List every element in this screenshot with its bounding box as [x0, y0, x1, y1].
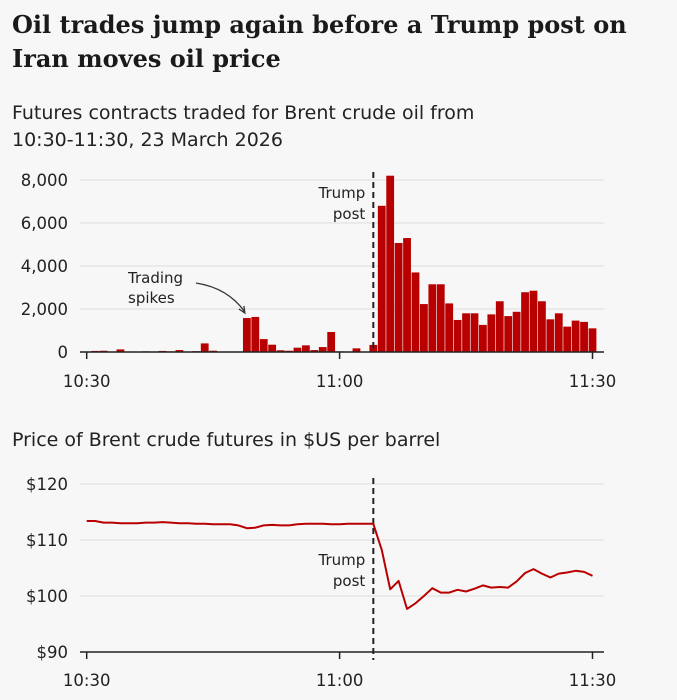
y-tick-label: 2,000 [21, 300, 68, 319]
bar [436, 284, 445, 352]
bar [259, 339, 268, 352]
annotation-label: Trump [318, 551, 366, 569]
line-chart: $90 $100 $110 $120 10:30 11:00 11:30 Trump post [26, 475, 616, 690]
bar [487, 314, 496, 352]
annotation-label: Trump [318, 184, 366, 202]
annotation-arrow [195, 282, 246, 313]
bar [479, 324, 487, 352]
headline-line-2: Iran moves oil price [12, 44, 281, 73]
headline-line-1: Oil trades jump again before a Trump pos… [12, 10, 627, 39]
bar [301, 345, 310, 352]
bar [200, 343, 209, 352]
bar [428, 284, 437, 352]
x-tick-label: 10:30 [63, 671, 111, 690]
bar [394, 242, 403, 352]
annotation-label: spikes [128, 289, 175, 307]
bar [538, 301, 546, 352]
bar [377, 205, 386, 352]
y-tick-label: 6,000 [21, 214, 68, 233]
bar-chart: 0 2,000 4,000 6,000 8,000 10:30 11:00 11:30 Trum… [21, 171, 617, 391]
y-tick-label: 4,000 [21, 257, 68, 276]
bar [276, 350, 285, 352]
bar [588, 328, 597, 352]
y-tick-label: $90 [37, 643, 69, 662]
bar-chart-subtitle-line-1: Futures contracts traded for Brent crude… [12, 102, 474, 124]
bar [411, 272, 420, 352]
arrow-head-icon [238, 305, 246, 315]
x-tick-label: 10:30 [63, 372, 111, 391]
annotation-label: post [333, 572, 366, 590]
bar [251, 316, 260, 352]
bar [571, 320, 580, 352]
bar [445, 303, 454, 352]
bar [403, 238, 411, 352]
bar [512, 311, 521, 352]
bar [546, 319, 555, 352]
y-tick-label: 0 [58, 343, 69, 362]
bar [175, 350, 184, 352]
x-tick-label: 11:30 [569, 372, 617, 391]
bar [453, 319, 462, 352]
annotation-label: post [333, 205, 366, 223]
y-tick-label: $110 [26, 531, 68, 550]
x-tick-label: 11:30 [569, 671, 617, 690]
bar [529, 290, 538, 352]
bar [116, 349, 125, 352]
bar [504, 316, 513, 352]
bar [462, 313, 470, 352]
bar [318, 347, 327, 352]
annotation-label: Trading [127, 269, 183, 287]
bar [327, 332, 336, 352]
bar [310, 350, 319, 352]
x-tick-label: 11:00 [316, 671, 364, 690]
bar [563, 326, 572, 352]
bar [352, 348, 361, 352]
line-chart-subtitle: Price of Brent crude futures in $US per … [12, 429, 440, 451]
bar-chart-subtitle-line-2: 10:30-11:30, 23 March 2026 [12, 129, 283, 151]
bar [242, 318, 251, 352]
bar [580, 321, 588, 352]
y-tick-label: $120 [26, 475, 68, 494]
bar [268, 344, 277, 352]
price-line [86, 520, 593, 610]
y-tick-label: 8,000 [21, 171, 68, 190]
x-tick-label: 11:00 [316, 372, 364, 391]
bar [521, 292, 529, 352]
bar [554, 313, 563, 352]
bar [470, 313, 479, 352]
bar [369, 344, 378, 352]
bar [293, 347, 302, 352]
y-tick-label: $100 [26, 587, 68, 606]
bar [420, 304, 428, 352]
bar [386, 175, 395, 352]
bar [495, 301, 504, 352]
